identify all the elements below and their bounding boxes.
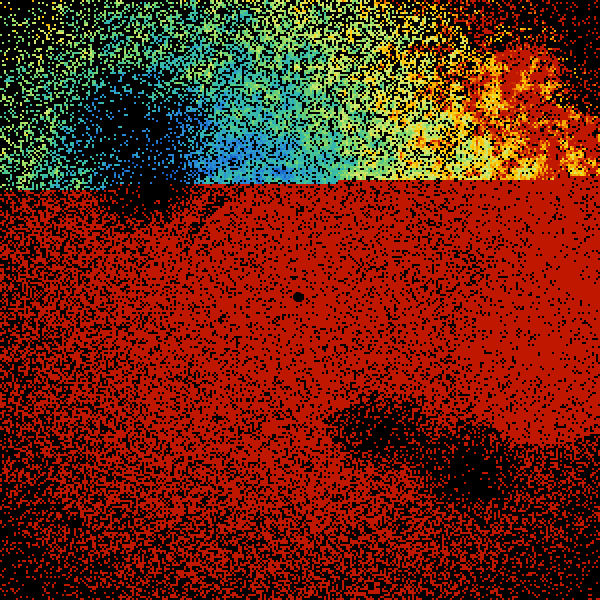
radar-visualization: [0, 0, 600, 600]
radar-scatter-canvas: [0, 0, 600, 600]
